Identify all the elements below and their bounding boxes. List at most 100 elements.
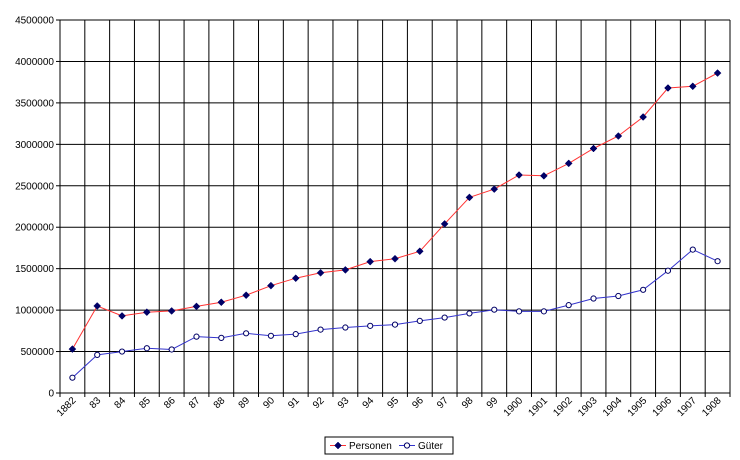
data-point [242, 291, 250, 300]
x-tick-label: 1903 [576, 395, 600, 419]
y-tick-label: 4500000 [15, 16, 54, 27]
legend-label: Güter [418, 441, 444, 452]
data-point [664, 267, 672, 274]
legend-item: Personen [330, 441, 392, 452]
x-tick-label: 1905 [626, 395, 650, 419]
data-point [367, 322, 374, 329]
x-tick-label: 1907 [675, 395, 699, 419]
plot-frame [59, 20, 730, 394]
data-point [217, 298, 226, 307]
data-point [243, 330, 250, 337]
x-axis-ticks: 1882 83 84 85 86 87 88 89 90 91 92 93 94 95 96 97 98 99 19… [55, 393, 731, 419]
x-tick-label: 95 [385, 395, 401, 411]
data-point [69, 374, 76, 381]
x-tick-label: 85 [137, 395, 153, 411]
data-point [415, 247, 424, 256]
x-tick-label: 88 [212, 395, 228, 411]
x-tick-label: 91 [286, 395, 302, 411]
data-point [465, 193, 474, 202]
x-tick-label: 93 [336, 395, 352, 411]
data-point [565, 302, 572, 309]
data-point [267, 332, 275, 339]
data-point [440, 220, 449, 228]
data-point [490, 185, 499, 193]
data-point [466, 310, 473, 317]
x-tick-label: 1906 [651, 395, 675, 419]
legend-box [324, 436, 454, 455]
x-tick-label: 96 [410, 395, 426, 411]
data-point [714, 258, 721, 265]
y-tick-label: 500000 [21, 347, 55, 358]
x-tick-label: 92 [311, 395, 327, 411]
data-point [193, 333, 200, 340]
data-point [515, 308, 523, 315]
legend-marker [334, 441, 342, 450]
x-tick-label: 1908 [700, 395, 724, 419]
x-tick-label: 83 [88, 395, 104, 411]
y-axis-ticks: 0 500000 1000000 1500000 2000000 2500000 30000… [15, 16, 60, 400]
y-tick-label: 2500000 [15, 181, 54, 192]
data-point [540, 308, 547, 315]
y-tick-label: 2000000 [15, 223, 54, 234]
series-line [71, 72, 718, 350]
data-point [93, 302, 102, 310]
x-tick-label: 87 [187, 395, 203, 411]
gridlines [60, 19, 731, 393]
data-point [589, 144, 598, 153]
data-point [291, 274, 300, 283]
data-point [167, 307, 176, 315]
data-point [68, 345, 77, 353]
legend-marker [403, 442, 411, 449]
data-point [218, 334, 225, 341]
y-tick-label: 0 [48, 389, 54, 400]
data-point [342, 324, 349, 331]
data-point [118, 348, 126, 355]
series-group [68, 69, 722, 381]
data-point [317, 326, 324, 333]
y-tick-label: 3000000 [15, 140, 54, 151]
data-point [416, 317, 423, 324]
legend-item: Güter [399, 441, 444, 452]
legend-label: Personen [349, 441, 392, 452]
data-point [590, 295, 597, 302]
data-point [316, 268, 325, 277]
x-tick-label: 84 [113, 395, 129, 411]
x-tick-label: 94 [361, 395, 377, 411]
x-tick-label: 1901 [526, 395, 550, 419]
x-tick-label: 1900 [502, 395, 526, 419]
data-point [515, 171, 523, 179]
data-point [564, 159, 573, 168]
x-tick-label: 1904 [601, 395, 625, 419]
data-point [491, 306, 498, 313]
x-tick-label: 1902 [551, 395, 575, 419]
data-point [168, 346, 175, 353]
series-1 [69, 246, 721, 381]
data-point [688, 82, 697, 91]
data-point [391, 254, 399, 263]
data-point [664, 84, 672, 92]
x-tick-label: 1882 [55, 395, 79, 419]
data-point [713, 69, 722, 77]
y-tick-label: 1000000 [15, 306, 54, 317]
x-tick-label: 90 [261, 395, 277, 411]
data-point [639, 113, 648, 121]
y-tick-label: 1500000 [15, 264, 54, 275]
data-point [614, 132, 623, 140]
x-tick-label: 86 [162, 395, 178, 411]
series-0 [68, 69, 722, 353]
x-tick-label: 89 [237, 395, 253, 411]
y-tick-label: 4000000 [15, 57, 54, 68]
data-point [640, 286, 647, 293]
data-point [615, 292, 622, 300]
data-point [540, 171, 548, 180]
data-point [192, 302, 201, 311]
data-point [118, 312, 126, 320]
data-point [341, 266, 350, 274]
x-tick-label: 99 [485, 395, 501, 411]
y-tick-label: 3500000 [15, 98, 54, 109]
data-point [292, 331, 299, 338]
x-tick-label: 98 [460, 395, 476, 411]
data-point [391, 321, 399, 328]
legend: Personen Güter [324, 436, 454, 455]
